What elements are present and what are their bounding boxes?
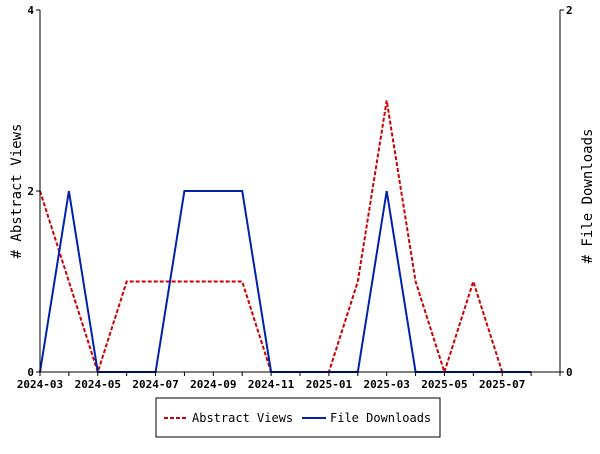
x-tick-label: 2024-11 <box>248 378 295 391</box>
plot-area <box>39 100 532 376</box>
x-tick-label: 2024-07 <box>132 378 178 391</box>
y-tick-label: 0 <box>27 366 34 379</box>
legend-label: Abstract Views <box>192 411 293 425</box>
legend-box <box>155 397 441 438</box>
y-axis-title: # Abstract Views <box>9 124 25 259</box>
series-line-abstract-views <box>39 100 532 376</box>
y-tick-label: 4 <box>27 4 34 17</box>
x-tick-label: 2024-09 <box>190 378 236 391</box>
x-tick-label: 2025-03 <box>363 378 409 391</box>
x-tick-label: 2024-03 <box>17 378 63 391</box>
y2-tick-label: 0 <box>566 366 573 379</box>
y-tick-label: 2 <box>27 185 34 198</box>
y2-tick-label: 2 <box>566 4 573 17</box>
axes: 2024-03 2024-05 2024-07 2024-09 2024-11 2025-… <box>17 4 573 391</box>
x-tick-label: 2025-05 <box>421 378 467 391</box>
x-tick-label: 2025-07 <box>479 378 525 391</box>
x-tick-label: 2025-01 <box>306 378 353 391</box>
x-tick-label: 2024-05 <box>75 378 121 391</box>
legend-label: File Downloads <box>330 411 431 425</box>
legend: Abstract Views File Downloads <box>155 397 441 438</box>
y2-axis-title: # File Downloads <box>580 129 596 264</box>
series-line-file-downloads <box>39 190 532 373</box>
